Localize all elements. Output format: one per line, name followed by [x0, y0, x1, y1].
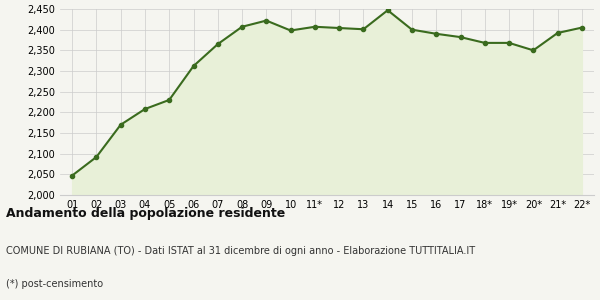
Text: COMUNE DI RUBIANA (TO) - Dati ISTAT al 31 dicembre di ogni anno - Elaborazione T: COMUNE DI RUBIANA (TO) - Dati ISTAT al 3…	[6, 246, 475, 256]
Text: Andamento della popolazione residente: Andamento della popolazione residente	[6, 207, 285, 220]
Text: (*) post-censimento: (*) post-censimento	[6, 279, 103, 289]
